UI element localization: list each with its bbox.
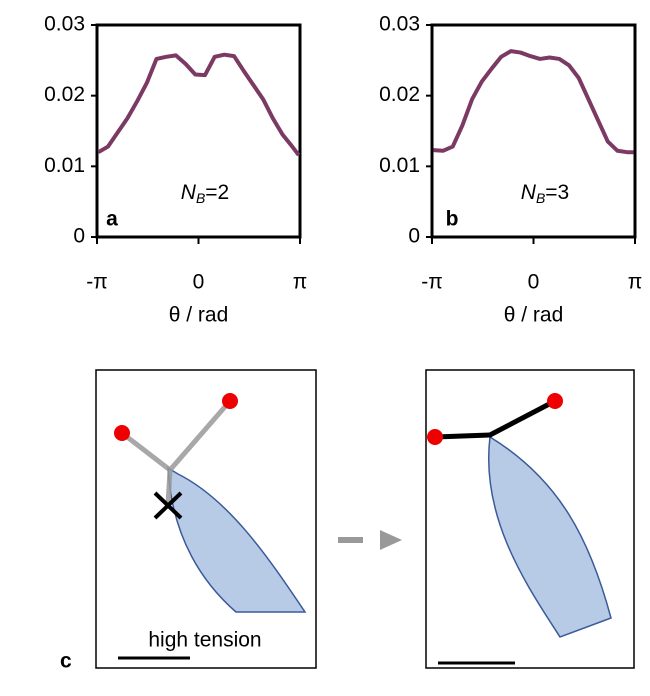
x-tick-label: -π bbox=[421, 271, 442, 294]
annotation-symbol: N bbox=[521, 181, 537, 204]
annotation-value: =3 bbox=[545, 181, 569, 204]
annotation: NB=2 bbox=[181, 181, 229, 206]
annotation-subscript: B bbox=[536, 190, 545, 206]
annotation: NB=3 bbox=[521, 181, 569, 206]
panel-label: a bbox=[106, 208, 118, 231]
annotation-subscript: B bbox=[196, 190, 205, 206]
x-tick-label: π bbox=[293, 271, 308, 294]
panel-label: c bbox=[60, 650, 72, 673]
panel-label: b bbox=[446, 208, 459, 231]
y-tick-label: 0.03 bbox=[379, 13, 420, 36]
x-axis-label: θ / rad bbox=[504, 304, 564, 327]
y-tick-label: 0.02 bbox=[379, 83, 420, 106]
x-tick-label: -π bbox=[86, 271, 107, 294]
x-axis-label: θ / rad bbox=[169, 304, 229, 327]
y-tick-label: 0.01 bbox=[379, 154, 420, 177]
y-tick-label: 0 bbox=[408, 225, 420, 248]
data-line bbox=[433, 49, 634, 155]
caption: high tension bbox=[148, 629, 261, 652]
x-tick-label: 0 bbox=[193, 271, 205, 294]
annotation-value: =2 bbox=[205, 181, 229, 204]
y-tick-label: 0 bbox=[73, 225, 85, 248]
y-tick-label: 0.02 bbox=[44, 83, 85, 106]
data-line bbox=[97, 52, 301, 157]
arrow bbox=[338, 530, 402, 550]
y-tick-label: 0.01 bbox=[44, 154, 85, 177]
y-tick-label: 0.03 bbox=[44, 13, 85, 36]
diagram-left: high tension c bbox=[60, 369, 317, 673]
diagram-right bbox=[425, 369, 635, 669]
x-tick-label: 0 bbox=[528, 271, 540, 294]
annotation-symbol: N bbox=[181, 181, 197, 204]
x-tick-label: π bbox=[628, 271, 643, 294]
